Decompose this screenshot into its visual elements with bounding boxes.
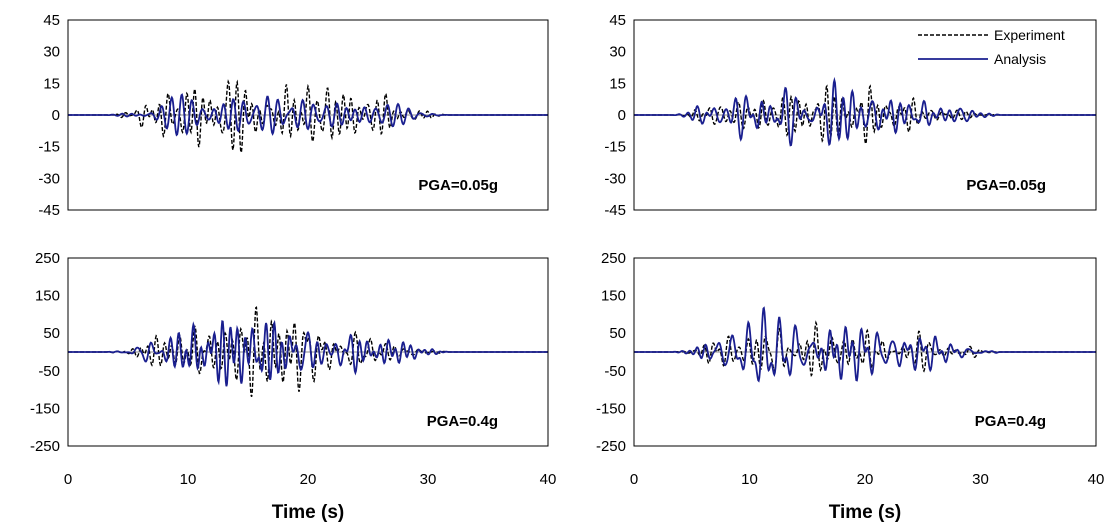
- y-tick-label: -15: [604, 139, 626, 156]
- chart-top-left: 45 30 15 0 -15 -30 -45 PGA=0.05g: [38, 12, 549, 219]
- x-tick-label: 30: [420, 471, 437, 488]
- pga-annotation: PGA=0.05g: [418, 177, 498, 194]
- y-tick-label: -45: [604, 202, 626, 219]
- y-tick-label: -15: [38, 139, 60, 156]
- y-tick-label: -50: [38, 363, 60, 380]
- x-tick-label: 10: [180, 471, 197, 488]
- plot-frame: [633, 19, 1097, 211]
- y-tick-label: 45: [609, 12, 626, 29]
- y-tick-label: -250: [30, 438, 60, 455]
- y-tick-label: -150: [596, 400, 626, 417]
- plot-frame: [67, 257, 549, 447]
- y-tick-label: -30: [604, 170, 626, 187]
- y-tick-label: -30: [38, 170, 60, 187]
- y-tick-label: 0: [52, 107, 60, 124]
- legend-label-experiment: Experiment: [994, 27, 1065, 43]
- x-tick-label: 0: [64, 471, 72, 488]
- pga-annotation: PGA=0.4g: [975, 413, 1046, 430]
- y-tick-label: 0: [618, 107, 626, 124]
- y-tick-label: 250: [601, 250, 626, 267]
- plot-frame: [67, 19, 549, 211]
- y-tick-label: 15: [609, 75, 626, 92]
- series-analysis: [68, 93, 548, 137]
- series-experiment: [68, 79, 548, 154]
- y-tick-label: 45: [43, 12, 60, 29]
- x-tick-label: 20: [300, 471, 317, 488]
- y-tick-label: 150: [601, 288, 626, 305]
- y-tick-label: -50: [604, 363, 626, 380]
- x-tick-label: 10: [741, 471, 758, 488]
- y-tick-label: -150: [30, 400, 60, 417]
- y-tick-label: 50: [43, 325, 60, 342]
- series-experiment: [634, 84, 1096, 147]
- y-tick-label: 30: [43, 44, 60, 61]
- y-tick-label: 15: [43, 75, 60, 92]
- x-tick-label: 0: [630, 471, 638, 488]
- legend-label-analysis: Analysis: [994, 51, 1046, 67]
- series-analysis: [634, 76, 1096, 147]
- y-tick-label: -250: [596, 438, 626, 455]
- y-tick-label: 30: [609, 44, 626, 61]
- plot-frame: [633, 257, 1097, 447]
- y-tick-label: 50: [609, 325, 626, 342]
- y-tick-label: 250: [35, 250, 60, 267]
- pga-annotation: PGA=0.05g: [966, 177, 1046, 194]
- x-tick-label: 40: [1088, 471, 1105, 488]
- x-tick-label: 30: [972, 471, 989, 488]
- series-analysis: [68, 319, 548, 387]
- y-tick-label: -45: [38, 202, 60, 219]
- x-axis-label: Time (s): [829, 502, 902, 523]
- x-axis-label: Time (s): [272, 502, 345, 523]
- x-tick-label: 40: [540, 471, 557, 488]
- chart-top-right: 45 30 15 0 -15 -30 -45 PGA=0.05g Experiment Analy…: [604, 12, 1097, 219]
- series-analysis: [634, 306, 1096, 383]
- pga-annotation: PGA=0.4g: [427, 413, 498, 430]
- y-tick-label: 150: [35, 288, 60, 305]
- x-tick-label: 20: [857, 471, 874, 488]
